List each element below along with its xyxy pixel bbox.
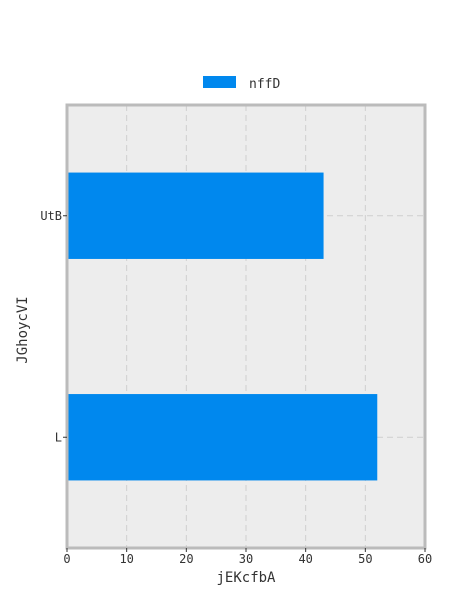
- x-tick-label: 10: [119, 552, 133, 566]
- bar-L: [67, 394, 378, 481]
- x-tick-label: 40: [298, 552, 312, 566]
- x-tick-label: 50: [358, 552, 372, 566]
- x-axis-title: jEKcfbA: [216, 570, 276, 586]
- x-tick-label: 20: [179, 552, 193, 566]
- legend-label: nffD: [249, 77, 280, 92]
- x-tick-label: 30: [239, 552, 253, 566]
- y-tick-label: UtB: [40, 209, 62, 223]
- bar-UtB: [67, 172, 324, 259]
- y-axis-title: JGhoycVI: [15, 296, 31, 363]
- bars: [67, 172, 378, 481]
- legend: nffD: [203, 76, 280, 92]
- x-axis-ticks: 0 10 20 30 40 50 60: [63, 548, 432, 566]
- legend-swatch: [203, 76, 236, 88]
- y-axis-ticks: UtB L: [40, 209, 67, 444]
- x-tick-label: 60: [418, 552, 432, 566]
- y-tick-label: L: [55, 430, 62, 444]
- x-tick-label: 0: [63, 552, 70, 566]
